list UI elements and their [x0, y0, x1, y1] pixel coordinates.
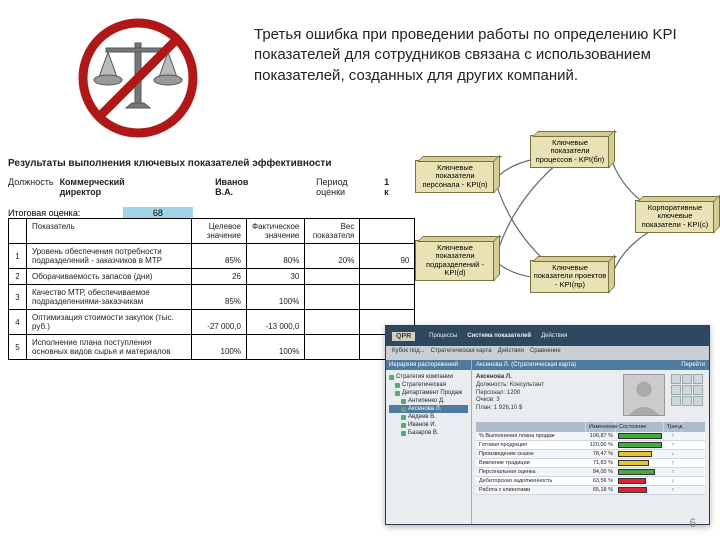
dash-subtab[interactable]: Действия	[498, 348, 524, 358]
sidebar-item[interactable]: Стратегия компании	[389, 373, 468, 381]
col-fact: Фактическое значение	[247, 219, 305, 244]
kpi-table: Показатель Целевое значение Фактическое …	[8, 218, 415, 360]
kpi-title: Результаты выполнения ключевых показател…	[8, 158, 408, 169]
dash-sidebar: Иерархия распоряжений Стратегия компании…	[386, 360, 471, 524]
dash-topbar: QPR Процессы Система показателей Действия	[386, 326, 709, 346]
body-text: Третья ошибка при проведении работы по о…	[254, 25, 694, 86]
grid-row: Готовая продукция120,00 %↑	[476, 441, 705, 450]
total-label: Итоговая оценка:	[8, 208, 80, 218]
sidebar-item[interactable]: Авдеев В.	[389, 413, 468, 421]
name-value: Иванов В.А.	[215, 177, 268, 197]
profile-glasses: Очков: 3	[476, 397, 500, 403]
profile-role: Должность: Консультант	[476, 382, 544, 388]
period-label: Период оценки	[316, 177, 378, 197]
profile-name: Аксенова Л.	[476, 374, 512, 380]
dash-logo: QPR	[392, 332, 415, 341]
dash-subtab[interactable]: Сравнение	[530, 348, 561, 358]
dashboard-screenshot: QPR ПроцессыСистема показателейДействия …	[385, 325, 710, 525]
page-number: 6	[689, 516, 696, 530]
sidebar-item[interactable]: Департамент Продаж	[389, 389, 468, 397]
dash-main: Аксенова Л. (Стратегическая карта) Перей…	[471, 360, 709, 524]
grid-row: Произведение сказок78,47 %↓	[476, 450, 705, 459]
main-title: Аксенова Л. (Стратегическая карта)	[476, 362, 576, 368]
table-row: 3Качество МТР, обеспечиваемое подразделе…	[9, 285, 415, 310]
gh-name	[476, 422, 586, 432]
dash-subtab[interactable]: Кубок под...	[392, 348, 425, 358]
gh-state: Состояние	[616, 422, 664, 432]
col-indicator: Показатель	[27, 219, 192, 244]
nav-controls[interactable]	[671, 374, 705, 416]
dash-tab[interactable]: Процессы	[429, 333, 457, 339]
dash-subtabs: Кубок под... Стратегическая карта Действия…	[386, 346, 709, 360]
metrics-grid: Изменение Состояние Тренд % Выполнения п…	[476, 422, 705, 495]
side-header: Иерархия распоряжений	[386, 360, 471, 370]
grid-row: % Выполнения плана продаж106,87 %↑	[476, 432, 705, 441]
table-row: 1Уровень обеспечения потребности подразд…	[9, 244, 415, 269]
diagram-node: Корпоративные ключевые показатели - KPI(…	[635, 200, 715, 233]
profile-payroll: Персонал: 1200	[476, 390, 520, 396]
role-value: Коммерческий директор	[60, 177, 168, 197]
avatar	[623, 374, 665, 416]
col-n	[9, 219, 27, 244]
link[interactable]: Перейти	[681, 362, 705, 368]
dash-tab[interactable]: Действия	[541, 333, 567, 339]
profile-plan: План: 1 926,10 $	[476, 405, 522, 411]
diagram-node: Ключевые показатели подразделений - KPI(…	[415, 240, 495, 281]
col-target: Целевое значение	[192, 219, 247, 244]
diagram-node: Ключевые показатели проектов - KPI(пр)	[530, 260, 610, 293]
gh-trend: Тренд	[664, 422, 682, 432]
grid-row: Вивление традиции71,83 %↑	[476, 459, 705, 468]
sidebar-item[interactable]: Стратегическая	[389, 381, 468, 389]
sidebar-item[interactable]: Антипенко Д.	[389, 397, 468, 405]
table-row: 5Исполнение плана поступления основных в…	[9, 335, 415, 360]
grid-row: Персональная оценка84,00 %↑	[476, 468, 705, 477]
period-value: 1 к	[384, 177, 396, 197]
grid-row: Дебиторская задолженность63,56 %↓	[476, 477, 705, 486]
diagram-node: Ключевые показатели персонала - KPI(п)	[415, 160, 495, 193]
sidebar-item[interactable]: Базаров В.	[389, 429, 468, 437]
dash-tab[interactable]: Система показателей	[467, 333, 531, 339]
no-scales-icon	[78, 18, 198, 138]
dash-subtab[interactable]: Стратегическая карта	[431, 348, 492, 358]
grid-row: Работа с клиентами65,18 %↑	[476, 486, 705, 495]
gh-val: Изменение	[586, 422, 616, 432]
profile-info: Аксенова Л. Должность: Консультант Персо…	[476, 374, 617, 416]
table-row: 2Оборачиваемость запасов (дни)2630	[9, 269, 415, 285]
sidebar-item[interactable]: Аксенова Л.	[389, 405, 468, 413]
kpi-header: Результаты выполнения ключевых показател…	[8, 158, 408, 219]
kpi-diagram: Ключевые показатели персонала - KPI(п) Кл…	[405, 130, 715, 325]
diagram-node: Ключевые показатели процессов - KPI(бп)	[530, 135, 610, 168]
col-weight: Вес показателя	[305, 219, 360, 244]
role-label: Должность	[8, 177, 54, 197]
sidebar-item[interactable]: Иванов И.	[389, 421, 468, 429]
table-row: 4Оптимизация стоимости закупок (тыс. руб…	[9, 310, 415, 335]
dash-tabs: Процессы Система показателей Действия	[429, 333, 567, 339]
